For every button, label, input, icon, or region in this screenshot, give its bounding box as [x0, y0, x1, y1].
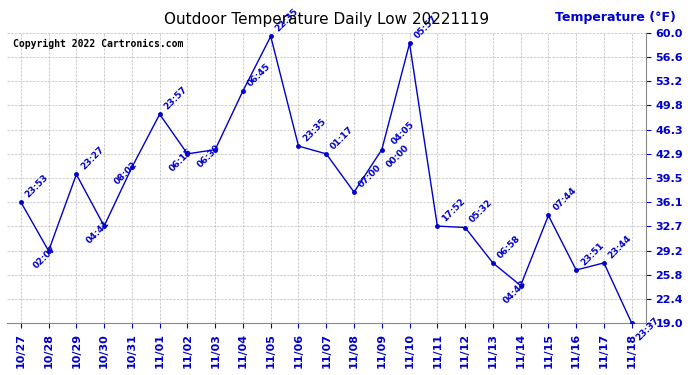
Text: 22:35: 22:35	[273, 7, 300, 34]
Text: 23:57: 23:57	[162, 85, 189, 111]
Text: 23:35: 23:35	[302, 117, 328, 143]
Text: 07:00: 07:00	[357, 163, 383, 189]
Text: 00:00: 00:00	[384, 143, 411, 169]
Text: 06:15: 06:15	[168, 147, 195, 173]
Text: 06:58: 06:58	[495, 234, 522, 260]
Text: 04:41: 04:41	[85, 219, 111, 246]
Text: 23:37: 23:37	[635, 316, 661, 342]
Text: 05:57: 05:57	[413, 14, 439, 40]
Text: 06:39: 06:39	[196, 142, 222, 169]
Text: 05:32: 05:32	[468, 198, 495, 225]
Text: 08:02: 08:02	[112, 160, 139, 187]
Text: 04:05: 04:05	[390, 120, 417, 147]
Text: 23:44: 23:44	[607, 233, 633, 260]
Text: 23:53: 23:53	[23, 172, 50, 199]
Text: Temperature (°F): Temperature (°F)	[555, 11, 676, 24]
Text: 02:07: 02:07	[32, 244, 59, 270]
Text: 07:44: 07:44	[551, 186, 578, 213]
Text: 17:52: 17:52	[440, 196, 467, 223]
Text: 01:17: 01:17	[329, 124, 355, 151]
Text: 06:45: 06:45	[246, 62, 273, 88]
Text: Copyright 2022 Cartronics.com: Copyright 2022 Cartronics.com	[13, 39, 184, 49]
Text: 23:51: 23:51	[579, 241, 606, 267]
Text: 23:27: 23:27	[79, 145, 106, 172]
Text: 04:43: 04:43	[501, 278, 528, 305]
Title: Outdoor Temperature Daily Low 20221119: Outdoor Temperature Daily Low 20221119	[164, 12, 489, 27]
